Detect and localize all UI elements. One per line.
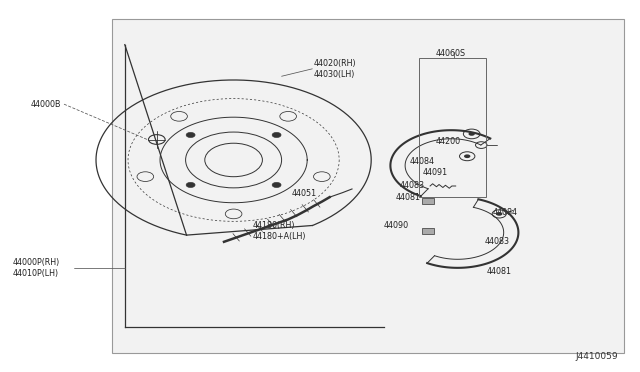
Circle shape [186,182,195,187]
Circle shape [186,132,195,138]
Text: 44000B: 44000B [30,100,61,109]
Circle shape [496,212,502,216]
Text: J4410059: J4410059 [575,352,618,361]
Text: 44200: 44200 [435,137,460,146]
Text: 44180(RH)
44180+A(LH): 44180(RH) 44180+A(LH) [253,221,307,241]
Circle shape [464,154,470,158]
Text: 44083: 44083 [485,237,510,246]
Bar [422,228,434,234]
Text: 44060S: 44060S [435,49,465,58]
Circle shape [468,132,475,136]
Text: 44020(RH)
44030(LH): 44020(RH) 44030(LH) [314,59,356,79]
Circle shape [272,132,281,138]
Bar [112,19,624,353]
Text: 44084: 44084 [493,208,518,217]
Text: 44091: 44091 [422,169,447,177]
Bar [422,198,434,204]
Text: 44083: 44083 [400,182,425,190]
Text: 44081: 44081 [486,267,511,276]
Text: 44000P(RH)
44010P(LH): 44000P(RH) 44010P(LH) [13,258,60,278]
Text: 44081: 44081 [396,193,420,202]
Bar [419,58,486,197]
Circle shape [272,182,281,187]
Text: 44090: 44090 [384,221,409,230]
Text: 44051: 44051 [291,189,316,198]
Text: 44084: 44084 [410,157,435,166]
